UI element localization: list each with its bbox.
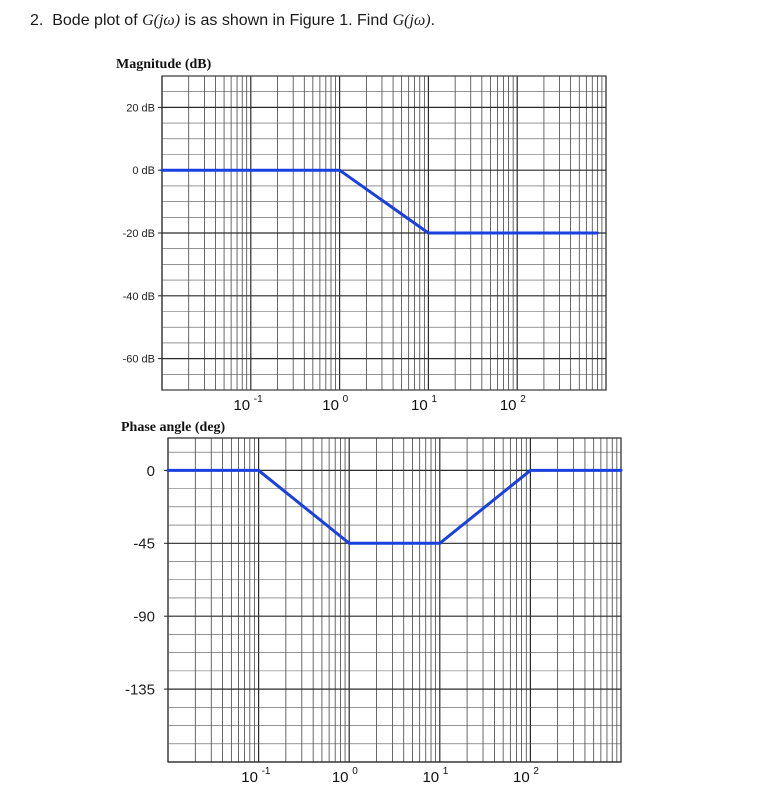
- phase-xtick-exponent: -1: [262, 766, 271, 777]
- phase-ytick-label: -90: [133, 609, 155, 626]
- magnitude-horizontal-grid: [162, 75, 606, 391]
- magnitude-ytick-label: 20 dB: [126, 102, 155, 114]
- magnitude-series-point: [426, 231, 430, 235]
- phase-xtick-label: 10: [422, 769, 439, 786]
- magnitude-ytick-label: -60 dB: [123, 354, 155, 366]
- phase-series-point: [257, 468, 261, 472]
- phase-series-line: [168, 468, 621, 545]
- magnitude-xtick-exponent: 2: [520, 394, 526, 405]
- magnitude-ytick-label: -40 dB: [123, 291, 155, 303]
- magnitude-xtick-label: 10: [500, 397, 517, 414]
- phase-xtick-exponent: 0: [352, 766, 358, 777]
- phase-ytick-label: -135: [125, 682, 155, 699]
- question-text-end: .: [430, 12, 436, 29]
- question-text: 2. Bode plot of G(jω) is as shown in Fig…: [30, 12, 435, 30]
- phase-series-point: [166, 468, 170, 472]
- magnitude-series-line: [162, 168, 598, 235]
- phase-ytick-label: -45: [133, 536, 155, 553]
- magnitude-title: Magnitude (dB): [116, 57, 212, 72]
- phase-series-point: [438, 541, 442, 545]
- phase-series-point: [528, 468, 532, 472]
- phase-xtick-label: 10: [513, 769, 530, 786]
- phase-ytick-label: 0: [147, 463, 155, 480]
- magnitude-xtick-exponent: -1: [254, 394, 263, 405]
- phase-xtick-exponent: 1: [443, 766, 449, 777]
- magnitude-series-point: [595, 231, 599, 235]
- phase-xtick-label: 10: [241, 769, 258, 786]
- transfer-function-symbol-2: G(jω): [392, 12, 431, 29]
- magnitude-xtick-label: 10: [322, 397, 339, 414]
- phase-xtick-label: 10: [332, 769, 349, 786]
- phase-vertical-grid: [167, 438, 618, 762]
- phase-xtick-exponent: 2: [533, 766, 539, 777]
- question-text-middle: is as shown in Figure 1. Find: [184, 12, 389, 29]
- magnitude-xtick-exponent: 1: [431, 394, 437, 405]
- phase-series-point: [347, 541, 351, 545]
- magnitude-series-point: [160, 168, 164, 172]
- transfer-function-symbol: G(jω): [142, 12, 181, 29]
- question-number: 2.: [30, 12, 44, 29]
- magnitude-xtick-exponent: 0: [343, 394, 349, 405]
- magnitude-xtick-label: 10: [233, 397, 250, 414]
- magnitude-ytick-label: 0 dB: [132, 165, 155, 177]
- phase-series-point: [619, 468, 623, 472]
- phase-horizontal-grid: [168, 451, 621, 763]
- magnitude-series-point: [338, 168, 342, 172]
- phase-title: Phase angle (deg): [121, 420, 226, 435]
- question-text-before: Bode plot of: [52, 12, 138, 29]
- magnitude-xtick-label: 10: [411, 397, 428, 414]
- magnitude-ytick-label: -20 dB: [123, 228, 155, 240]
- magnitude-plot: Magnitude (dB) 20 dB 0 dB -20 dB -40 dB -60 d…: [116, 57, 607, 414]
- phase-plot-area: [167, 437, 622, 763]
